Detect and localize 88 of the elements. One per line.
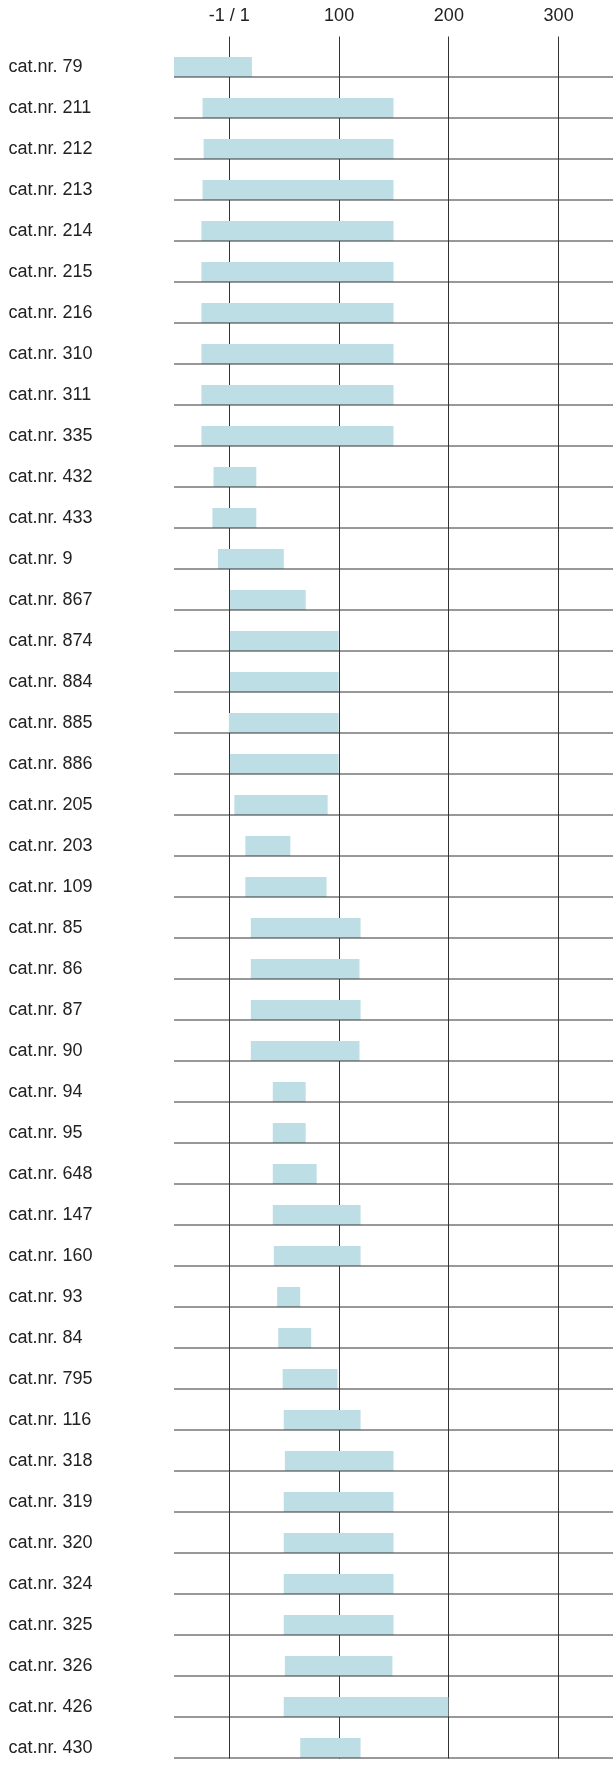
bar (283, 1615, 394, 1635)
y-tick-label: cat.nr. 311 (8, 383, 92, 404)
bar (272, 1205, 361, 1225)
bar (201, 385, 394, 405)
bar (283, 1492, 394, 1512)
bar (201, 344, 394, 364)
y-tick-label: cat.nr. 886 (8, 752, 93, 773)
y-tick-label: cat.nr. 426 (8, 1695, 93, 1716)
y-tick-label: cat.nr. 215 (8, 260, 93, 281)
bar (272, 1164, 317, 1184)
y-tick-label: cat.nr. 116 (8, 1408, 92, 1429)
y-tick-label: cat.nr. 86 (8, 957, 83, 978)
y-tick-label: cat.nr. 90 (8, 1039, 83, 1060)
bar (277, 1287, 301, 1307)
bar (202, 98, 394, 118)
bar (174, 57, 252, 77)
x-tick-label: -1 / 1 (208, 4, 250, 25)
y-tick-label: cat.nr. 87 (8, 998, 83, 1019)
y-tick-label: cat.nr. 325 (8, 1613, 93, 1634)
y-tick-label: cat.nr. 885 (8, 711, 93, 732)
bar (229, 672, 339, 692)
bar (250, 918, 361, 938)
x-tick-label: 200 (433, 4, 464, 25)
bar (245, 836, 291, 856)
bar (228, 713, 339, 733)
bar (201, 303, 394, 323)
bar (282, 1369, 338, 1389)
bar (283, 1410, 361, 1430)
y-tick-label: cat.nr. 648 (8, 1162, 93, 1183)
bar (283, 1697, 449, 1717)
y-tick-label: cat.nr. 94 (8, 1080, 83, 1101)
y-tick-label: cat.nr. 160 (8, 1244, 93, 1265)
bar (245, 877, 327, 897)
bar (283, 1533, 394, 1553)
y-tick-label: cat.nr. 310 (8, 342, 93, 363)
bar (203, 139, 394, 159)
bar (234, 795, 328, 815)
y-tick-label: cat.nr. 326 (8, 1654, 93, 1675)
bar (250, 1041, 360, 1061)
bar (212, 508, 257, 528)
bar (278, 1328, 312, 1348)
bar (201, 262, 394, 282)
y-tick-label: cat.nr. 874 (8, 629, 93, 650)
bar (272, 1123, 306, 1143)
y-tick-label: cat.nr. 432 (8, 465, 93, 486)
bar (272, 1082, 306, 1102)
bar (284, 1656, 393, 1676)
y-tick-label: cat.nr. 203 (8, 834, 93, 855)
y-tick-label: cat.nr. 95 (8, 1121, 83, 1142)
y-tick-label: cat.nr. 79 (8, 55, 83, 76)
y-tick-label: cat.nr. 85 (8, 916, 83, 937)
bar (284, 1451, 394, 1471)
y-tick-label: cat.nr. 84 (8, 1326, 83, 1347)
bar (250, 959, 360, 979)
bar (273, 1246, 361, 1266)
y-tick-label: cat.nr. 867 (8, 588, 93, 609)
y-tick-label: cat.nr. 433 (8, 506, 93, 527)
bar (300, 1738, 361, 1758)
x-tick-label: 300 (543, 4, 574, 25)
bar (250, 1000, 361, 1020)
y-tick-label: cat.nr. 213 (8, 178, 93, 199)
x-tick-label: 100 (324, 4, 355, 25)
y-tick-label: cat.nr. 205 (8, 793, 93, 814)
y-tick-label: cat.nr. 795 (8, 1367, 93, 1388)
y-tick-label: cat.nr. 93 (8, 1285, 83, 1306)
bar (217, 549, 284, 569)
y-tick-label: cat.nr. 216 (8, 301, 93, 322)
y-tick-label: cat.nr. 884 (8, 670, 93, 691)
bar (201, 426, 394, 446)
y-tick-label: cat.nr. 109 (8, 875, 93, 896)
bar (213, 467, 257, 487)
bar (229, 631, 339, 651)
y-tick-label: cat.nr. 430 (8, 1736, 93, 1757)
y-tick-label: cat.nr. 147 (8, 1203, 93, 1224)
y-tick-label: cat.nr. 211 (8, 96, 92, 117)
y-tick-label: cat.nr. 324 (8, 1572, 93, 1593)
y-tick-label: cat.nr. 318 (8, 1449, 93, 1470)
bar (202, 180, 394, 200)
y-tick-label: cat.nr. 212 (8, 137, 93, 158)
y-tick-label: cat.nr. 335 (8, 424, 93, 445)
y-tick-label: cat.nr. 320 (8, 1531, 93, 1552)
y-tick-label: cat.nr. 319 (8, 1490, 93, 1511)
bar (229, 590, 306, 610)
bar (283, 1574, 394, 1594)
bar (229, 754, 339, 774)
y-tick-label: cat.nr. 214 (8, 219, 93, 240)
bar (201, 221, 394, 241)
y-tick-label: cat.nr. 9 (8, 547, 73, 568)
